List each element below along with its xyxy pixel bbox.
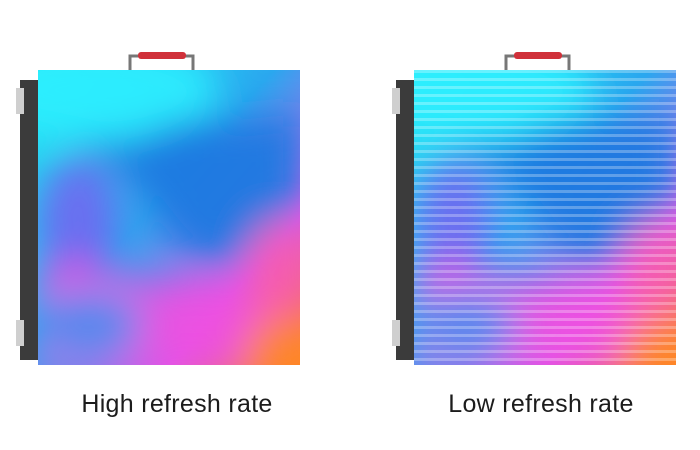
panel-caption: High refresh rate	[81, 390, 272, 418]
high-refresh-panel	[0, 40, 333, 395]
panel-caption: Low refresh rate	[448, 390, 633, 418]
low-refresh-panel	[354, 40, 700, 395]
